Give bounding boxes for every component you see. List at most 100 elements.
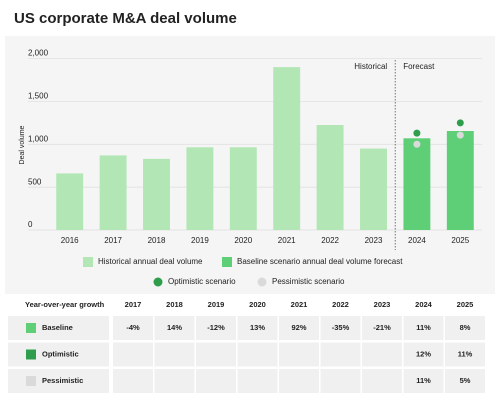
column-header: 2025 — [457, 300, 474, 309]
cell-value: 11% — [416, 376, 431, 385]
cell — [320, 369, 361, 393]
cell — [445, 316, 485, 340]
cell — [196, 342, 236, 367]
bar — [446, 131, 474, 230]
y-tick-label: 0 — [28, 220, 33, 229]
cell — [279, 316, 319, 340]
x-tick-label: 2019 — [191, 236, 209, 245]
cell-value: 11% — [458, 349, 473, 358]
legend-swatch — [222, 257, 232, 267]
column-header: 2021 — [291, 300, 308, 309]
row-label-cell — [8, 316, 109, 340]
cell — [237, 369, 278, 393]
cell — [237, 316, 278, 340]
column-header: 2018 — [166, 300, 183, 309]
cell — [113, 369, 153, 393]
bar — [186, 147, 214, 230]
x-tick-label: 2017 — [104, 236, 122, 245]
cell-value: -12% — [207, 323, 225, 332]
legend-label: Baseline scenario annual deal volume for… — [237, 257, 403, 266]
bar — [99, 155, 127, 230]
cell — [320, 342, 361, 367]
cell — [196, 316, 236, 340]
bar — [273, 67, 301, 231]
bar — [56, 173, 84, 230]
bar — [360, 148, 387, 230]
column-header: 2022 — [332, 300, 349, 309]
scenario-dot — [456, 119, 464, 127]
row-swatch — [26, 349, 36, 360]
legend-label: Historical annual deal volume — [98, 257, 203, 266]
row-label: Optimistic — [42, 349, 79, 358]
y-axis-label: Deal volume — [19, 125, 26, 164]
y-tick-label: 500 — [28, 177, 42, 186]
bar — [403, 138, 431, 230]
legend-label: Optimistic scenario — [168, 277, 236, 286]
cell — [113, 316, 153, 340]
cell — [445, 342, 485, 367]
x-tick-label: 2016 — [61, 236, 79, 245]
cell — [196, 369, 236, 393]
cell-value: 13% — [250, 323, 265, 332]
x-tick-label: 2020 — [234, 236, 252, 245]
column-header: 2020 — [249, 300, 266, 309]
scenario-dot — [413, 140, 421, 148]
x-tick-label: 2018 — [148, 236, 166, 245]
x-tick-label: 2025 — [451, 236, 469, 245]
cell — [362, 342, 402, 367]
row-label: Baseline — [42, 323, 73, 332]
row-label: Pessimistic — [42, 376, 83, 385]
cell — [403, 369, 444, 393]
bar — [143, 158, 170, 230]
cell — [445, 369, 485, 393]
y-tick-label: 2,000 — [28, 49, 49, 58]
legend-swatch — [257, 277, 267, 287]
bar — [316, 125, 344, 230]
cell-value: -35% — [332, 323, 350, 332]
cell-value: 12% — [416, 349, 431, 358]
cell-value: 8% — [460, 323, 471, 332]
column-header: 2024 — [415, 300, 433, 309]
column-header: 2023 — [374, 300, 391, 309]
y-tick-label: 1,500 — [28, 92, 49, 101]
table-title: Year-over-year growth — [25, 300, 105, 309]
row-swatch — [26, 376, 36, 386]
cell — [279, 369, 319, 393]
cell-value: 92% — [291, 323, 306, 332]
cell-value: 11% — [416, 323, 431, 332]
cell — [320, 316, 361, 340]
cell — [279, 342, 319, 367]
cell — [154, 316, 195, 340]
cell-value: -21% — [373, 323, 391, 332]
legend-label: Pessimistic scenario — [272, 277, 345, 286]
row-label-cell — [8, 369, 109, 393]
period-label: Forecast — [403, 62, 435, 71]
chart-title: US corporate M&A deal volume — [14, 10, 237, 27]
legend-swatch — [83, 257, 93, 267]
x-tick-label: 2021 — [278, 236, 296, 245]
row-label-cell — [8, 342, 109, 367]
cell-value: 5% — [460, 376, 471, 385]
legend-swatch — [153, 277, 163, 287]
period-label: Historical — [354, 62, 387, 71]
x-tick-label: 2023 — [365, 236, 383, 245]
y-tick-label: 1,000 — [28, 134, 49, 143]
cell — [154, 369, 195, 393]
bar — [229, 147, 257, 230]
cell-value: 14% — [167, 323, 182, 332]
x-tick-label: 2024 — [408, 236, 426, 245]
column-header: 2019 — [208, 300, 225, 309]
cell — [113, 342, 153, 367]
cell — [362, 316, 402, 340]
scenario-dot — [413, 129, 421, 137]
row-swatch — [26, 323, 36, 333]
cell — [403, 342, 444, 367]
x-tick-label: 2022 — [321, 236, 339, 245]
cell — [403, 316, 444, 340]
scenario-dot — [456, 131, 464, 139]
cell — [362, 369, 402, 393]
cell — [237, 342, 278, 367]
column-header: 2017 — [125, 300, 142, 309]
cell — [154, 342, 195, 367]
